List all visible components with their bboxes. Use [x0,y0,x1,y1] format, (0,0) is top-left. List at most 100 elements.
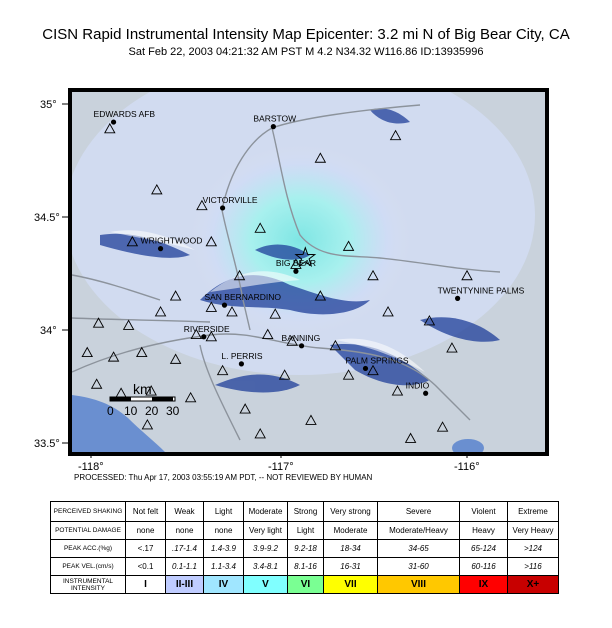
station-marker [196,199,208,211]
station-marker [81,346,94,358]
lat-label: 35° [40,99,57,111]
city-label: BARSTOW [253,114,296,124]
station-marker [216,364,229,376]
station-marker [239,403,251,414]
intensity-legend: PERCEIVED SHAKING Not felt Weak Light Modera… [50,501,559,594]
city-label: BIG BEAR [276,258,316,268]
station-marker [226,305,238,317]
legend-row: PEAK VEL.(cm/s) <0.1 0.1-1.1 1.1-3.4 3.4-8.1… [50,557,559,576]
station-marker [342,369,355,380]
legend-row: INSTRUMENTAL INTENSITY I II-III IV V VI VII VII… [50,575,559,594]
legend-cell: VII [323,575,378,594]
legend-row-label: PEAK VEL.(cm/s) [50,557,126,576]
legend-cell: 65-124 [459,539,508,558]
legend-cell: 31-60 [377,557,460,576]
legend-cell: Very strong [323,501,378,522]
station-marker [305,414,317,425]
legend-cell: VI [287,575,324,594]
legend-cell: 1.1-3.4 [203,557,244,576]
station-marker [446,342,458,353]
legend-cell: 34-65 [377,539,460,558]
city-label: WRIGHTWOOD [141,236,203,246]
station-marker [184,391,197,403]
station-marker [254,222,266,233]
ocean [72,395,165,452]
station-marker [269,308,282,319]
station-marker [205,235,218,247]
legend-cell: <0.1 [125,557,166,576]
station-marker [261,328,274,339]
legend-cell: Very Heavy [507,521,559,540]
station-marker [104,122,116,134]
epicenter-star-icon [294,246,317,268]
city-layer: EDWARDS AFB BARSTOW VICTORVILLE WRIGHTWOOD B… [94,109,525,396]
city-dot [157,246,164,252]
legend-cell: none [165,521,204,540]
station-marker [423,315,436,326]
station-marker [122,319,135,330]
city-label: VICTORVILLE [203,195,258,205]
legend-cell: V [243,575,288,594]
lat-label: 34.5° [34,212,60,224]
legend-cell: 8.1-16 [287,557,324,576]
legend-cell: 3.4-8.1 [243,557,288,576]
legend-cell: 3.9-9.2 [243,539,288,558]
station-marker [92,317,105,328]
epicenter-layer [294,246,317,268]
legend-row-label: POTENTIAL DAMAGE [50,521,126,540]
legend-cell: Moderate [323,521,378,540]
city-label: L. PERRIS [221,351,262,361]
legend-cell: Moderate [243,501,288,522]
legend-row-label: INSTRUMENTAL INTENSITY [50,575,126,594]
legend-cell: none [125,521,166,540]
scale-unit: km [133,381,152,397]
legend-cell: II-III [165,575,204,594]
station-marker [314,290,327,301]
station-marker [254,428,266,439]
legend-cell: Light [203,501,244,522]
legend-cell: 60-116 [459,557,508,576]
legend-cell: I [125,575,166,594]
legend-row: PEAK ACC.(%g) <.17.17-1.4 1.4-3.9 3.9-9.2 9.… [50,539,559,558]
station-marker [233,269,246,281]
station-marker [436,421,449,432]
legend-cell: 1.4-3.9 [203,539,244,558]
city-label: RIVERSIDE [184,324,230,334]
station-marker [329,339,342,351]
legend-cell: >124 [507,539,559,558]
station-marker [205,330,218,342]
lon-label: -116° [454,461,480,470]
legend-cell: Severe [377,501,460,522]
legend-cell: 0.1-1.1 [165,557,204,576]
legend-cell: IV [203,575,244,594]
city-label: PALM SPRINGS [345,355,408,365]
legend-cell: >116 [507,557,559,576]
city-dot [221,302,228,308]
station-marker [278,369,291,380]
salton-sea [452,439,484,452]
lat-label: 33.5° [34,438,60,450]
legend-cell: Violent [459,501,508,522]
axis-ticks [62,103,468,458]
lat-label: 34° [40,325,57,337]
map-subtitle: Sat Feb 22, 2003 04:21:32 AM PST M 4.2 N… [128,46,484,58]
station-marker [461,269,473,281]
city-label: INDIO [406,380,430,390]
station-marker [205,301,218,312]
city-label: EDWARDS AFB [94,109,156,119]
scale-tick: 20 [145,404,159,418]
station-marker [169,290,182,301]
legend-cell: 9.2-18 [287,539,324,558]
city-dot [270,124,276,130]
station-marker [154,305,167,317]
legend-cell: 18-34 [323,539,378,558]
station-marker [367,364,379,376]
city-dot [455,295,461,301]
station-layer [81,122,473,443]
station-marker [169,353,182,364]
city-dot [110,119,117,125]
station-marker [290,258,302,269]
legend-cell: VIII [377,575,460,594]
legend-cell: .17-1.4 [165,539,204,558]
scale-tick: 30 [166,404,180,418]
